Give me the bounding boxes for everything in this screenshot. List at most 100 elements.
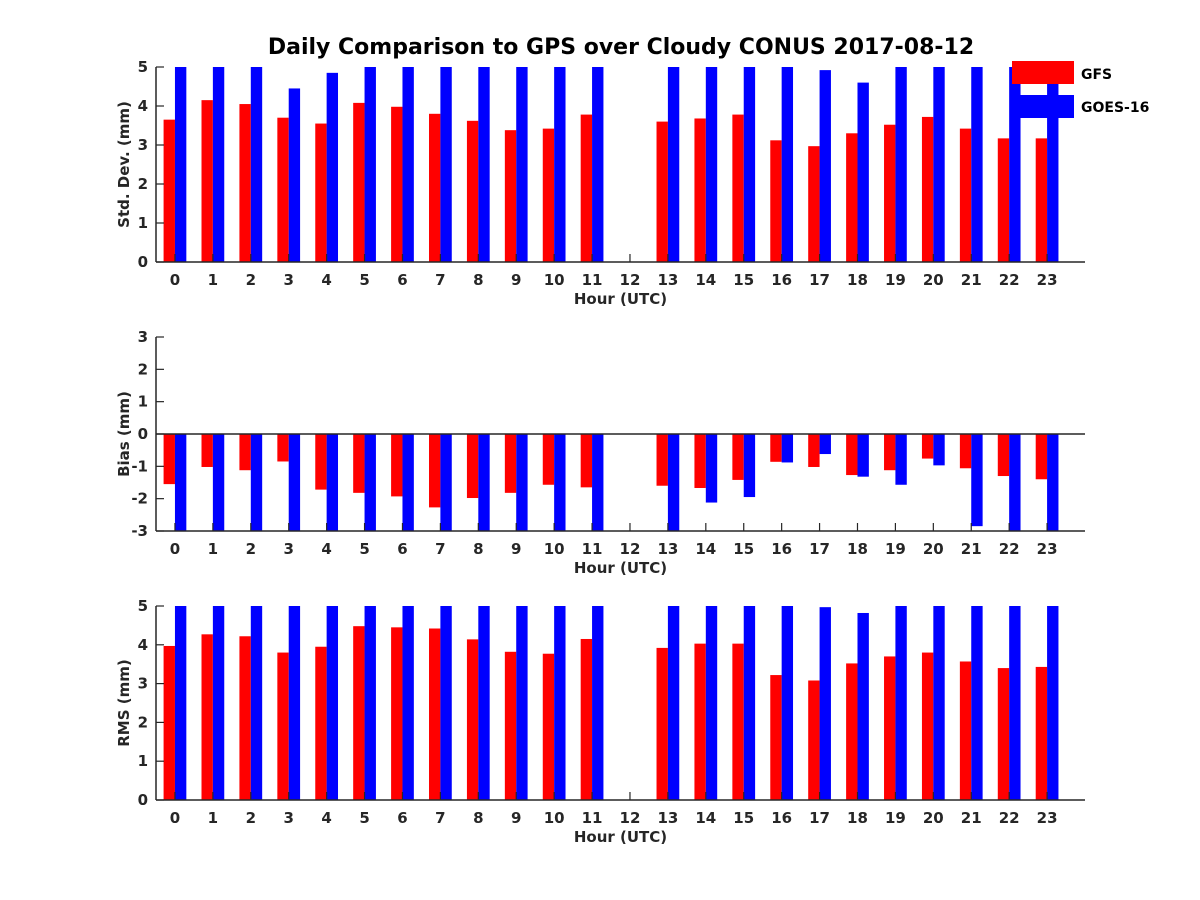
bar-gfs-hour-18 <box>846 133 858 262</box>
chart-title: Daily Comparison to GPS over Cloudy CONU… <box>268 35 974 60</box>
bar-gfs-hour-3 <box>277 434 289 462</box>
bar-goes16-hour-7 <box>440 67 452 262</box>
bar-goes16-hour-13 <box>667 606 680 800</box>
x-tick-label: 20 <box>923 809 944 827</box>
y-tick-label: -1 <box>131 457 148 475</box>
bar-goes16-hour-19 <box>895 434 907 485</box>
bar-gfs-hour-8 <box>466 639 479 800</box>
bar-gfs-hour-23 <box>1035 434 1048 480</box>
bar-gfs-hour-16 <box>770 140 782 262</box>
bar-goes16-hour-20 <box>933 606 945 800</box>
bar-goes16-hour-5 <box>364 606 376 800</box>
y-tick-label: 4 <box>138 636 148 654</box>
x-tick-label: 0 <box>170 540 180 558</box>
x-tick-label: 20 <box>923 271 944 289</box>
bar-goes16-hour-21 <box>971 606 983 800</box>
bar-gfs-hour-15 <box>732 434 744 480</box>
bar-goes16-hour-6 <box>402 606 414 800</box>
bar-gfs-hour-2 <box>239 636 251 800</box>
bar-gfs-hour-15 <box>732 643 744 800</box>
bar-gfs-hour-11 <box>580 114 593 262</box>
bar-goes16-hour-11 <box>592 606 604 800</box>
bar-goes16-hour-14 <box>705 67 718 262</box>
bar-gfs-hour-7 <box>429 113 441 262</box>
y-tick-label: 5 <box>138 597 148 615</box>
bar-goes16-hour-14 <box>705 434 718 503</box>
bar-goes16-hour-9 <box>516 67 528 262</box>
bar-goes16-hour-20 <box>933 434 945 466</box>
bar-goes16-hour-1 <box>212 67 225 262</box>
y-tick-label: 1 <box>138 214 148 232</box>
bar-goes16-hour-13 <box>667 67 680 262</box>
bar-goes16-hour-17 <box>819 607 831 800</box>
y-tick-label: 4 <box>138 97 148 115</box>
bar-gfs-hour-22 <box>997 668 1010 800</box>
bar-gfs-hour-1 <box>201 634 213 800</box>
x-tick-label: 9 <box>511 271 521 289</box>
legend-label-gfs: GFS <box>1081 67 1112 83</box>
bar-gfs-hour-3 <box>277 652 289 800</box>
x-tick-label: 12 <box>620 540 641 558</box>
bar-goes16-hour-21 <box>971 434 983 527</box>
x-tick-label: 2 <box>246 540 256 558</box>
bar-gfs-hour-21 <box>959 661 972 800</box>
x-tick-label: 4 <box>321 271 331 289</box>
x-tick-label: 17 <box>809 809 830 827</box>
bar-goes16-hour-11 <box>592 434 604 531</box>
bar-gfs-hour-9 <box>504 651 517 800</box>
y-axis-label: RMS (mm) <box>115 659 133 746</box>
y-tick-label: 2 <box>138 713 148 731</box>
bar-gfs-hour-4 <box>315 646 327 800</box>
x-tick-label: 12 <box>620 809 641 827</box>
bar-goes16-hour-9 <box>516 434 528 531</box>
x-tick-label: 16 <box>771 809 792 827</box>
x-tick-label: 15 <box>733 809 754 827</box>
y-tick-label: 3 <box>138 136 148 154</box>
x-tick-label: 7 <box>435 540 445 558</box>
y-tick-label: 0 <box>138 791 148 809</box>
bar-gfs-hour-20 <box>921 652 934 800</box>
x-tick-label: 12 <box>620 271 641 289</box>
x-axis-label: Hour (UTC) <box>574 290 667 308</box>
x-tick-label: 19 <box>885 809 906 827</box>
y-tick-label: 2 <box>138 360 148 378</box>
x-tick-label: 22 <box>999 540 1020 558</box>
y-tick-label: -2 <box>131 490 148 508</box>
bar-gfs-hour-19 <box>884 124 896 262</box>
legend: GFS GOES-16 <box>1012 61 1149 118</box>
x-tick-label: 0 <box>170 271 180 289</box>
x-tick-label: 21 <box>961 540 982 558</box>
bar-goes16-hour-15 <box>743 67 756 262</box>
bar-goes16-hour-0 <box>174 434 187 531</box>
y-tick-label: 3 <box>138 675 148 693</box>
bar-gfs-hour-19 <box>884 434 896 471</box>
bar-goes16-hour-22 <box>1009 67 1021 262</box>
bar-gfs-hour-8 <box>466 434 479 499</box>
x-tick-label: 6 <box>397 540 407 558</box>
bar-goes16-hour-23 <box>1047 434 1059 531</box>
bar-gfs-hour-6 <box>391 106 403 262</box>
bar-goes16-hour-5 <box>364 67 376 262</box>
bar-goes16-hour-2 <box>250 67 263 262</box>
bar-goes16-hour-7 <box>440 606 452 800</box>
x-tick-label: 7 <box>435 271 445 289</box>
x-tick-label: 11 <box>582 540 603 558</box>
bar-goes16-hour-4 <box>326 72 339 262</box>
y-tick-label: -3 <box>131 522 148 540</box>
x-tick-label: 23 <box>1037 540 1058 558</box>
x-tick-label: 11 <box>582 809 603 827</box>
bar-gfs-hour-4 <box>315 434 327 490</box>
bar-gfs-hour-6 <box>391 434 403 497</box>
bar-goes16-hour-23 <box>1047 67 1059 262</box>
x-tick-label: 8 <box>473 540 483 558</box>
x-tick-label: 15 <box>733 271 754 289</box>
bar-goes16-hour-4 <box>326 434 339 531</box>
bar-gfs-hour-19 <box>884 656 896 800</box>
y-tick-label: 3 <box>138 328 148 346</box>
bar-gfs-hour-10 <box>542 128 555 262</box>
x-axis-label: Hour (UTC) <box>574 828 667 846</box>
x-tick-label: 19 <box>885 540 906 558</box>
x-tick-label: 18 <box>847 809 868 827</box>
